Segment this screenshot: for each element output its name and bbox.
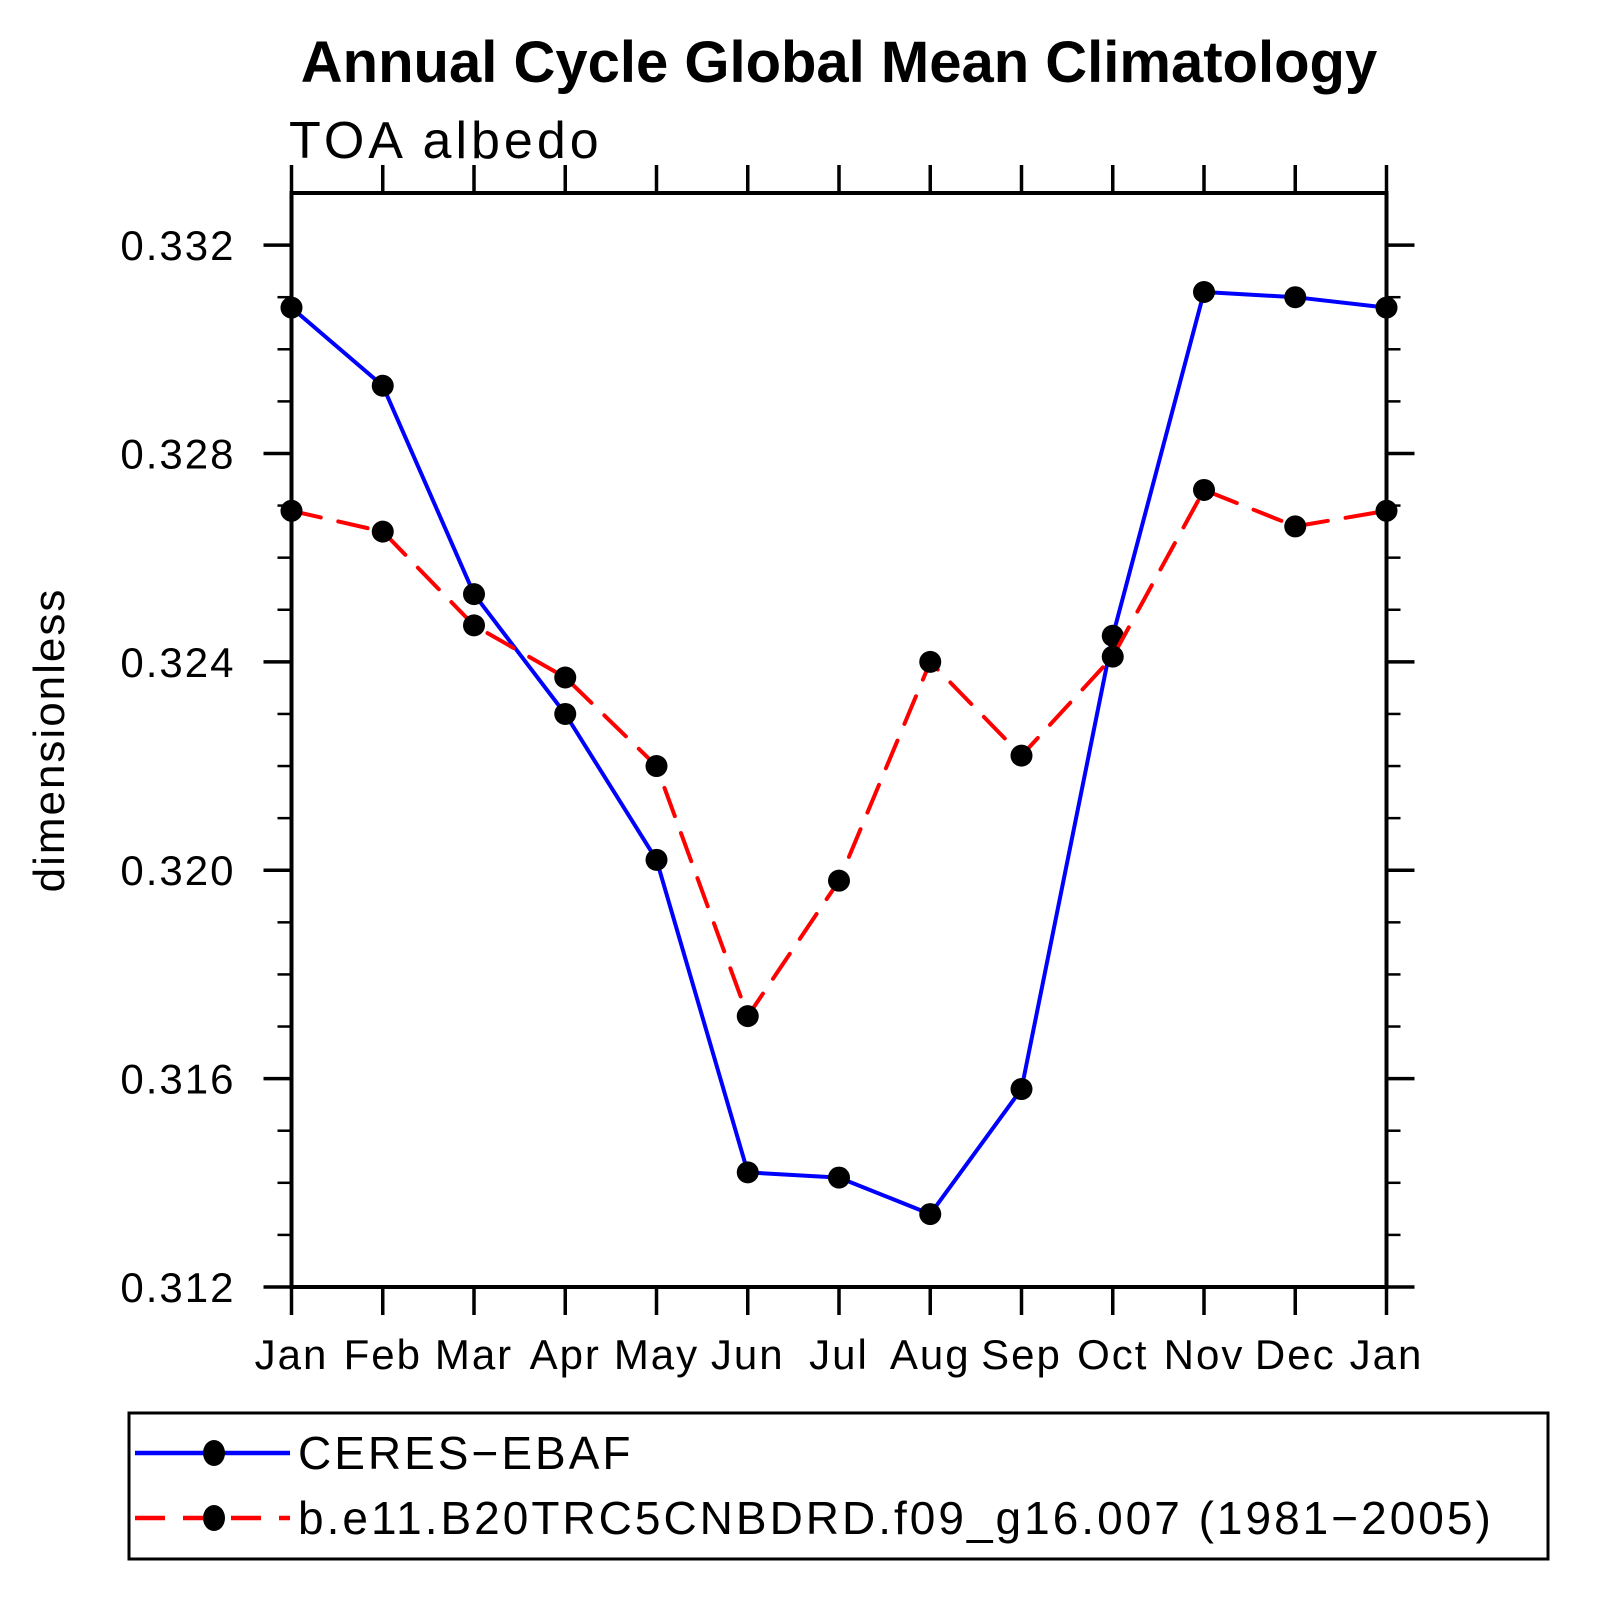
data-point-marker: [280, 296, 303, 319]
data-point-marker: [463, 583, 485, 606]
x-tick-label: Aug: [890, 1331, 971, 1378]
data-point-marker: [828, 1166, 850, 1189]
legend-label: CERES−EBAF: [298, 1427, 634, 1479]
data-point-marker: [1193, 478, 1215, 501]
data-point-marker: [1375, 499, 1398, 522]
legend-marker: [203, 1440, 225, 1466]
y-tick-label: 0.332: [120, 222, 235, 269]
x-tick-label: May: [614, 1331, 699, 1378]
y-tick-label: 0.316: [120, 1056, 235, 1103]
x-tick-label: Jan: [1350, 1331, 1424, 1378]
data-point-marker: [1010, 1078, 1033, 1101]
data-point-marker: [1193, 280, 1215, 303]
data-point-marker: [1101, 645, 1124, 668]
data-point-marker: [828, 869, 850, 892]
data-point-marker: [463, 614, 485, 637]
x-tick-label: Jun: [711, 1331, 785, 1378]
x-tick-label: Dec: [1255, 1331, 1336, 1378]
data-point-marker: [371, 520, 394, 543]
x-tick-label: Feb: [344, 1331, 422, 1378]
data-point-marker: [1375, 296, 1398, 319]
legend-marker: [203, 1505, 225, 1531]
data-point-marker: [371, 374, 394, 397]
legend-label: b.e11.B20TRC5CNBDRD.f09_g16.007 (1981−20…: [298, 1492, 1494, 1544]
y-tick-label: 0.328: [120, 430, 235, 477]
data-point-marker: [645, 755, 668, 778]
data-point-marker: [1284, 515, 1307, 538]
plot-frame: [289, 191, 1389, 1289]
x-tick-label: Jul: [809, 1331, 869, 1378]
series-line: [289, 487, 1389, 1019]
chart-title: Annual Cycle Global Mean Climatology: [301, 30, 1377, 95]
y-axis-label: dimensionless: [25, 588, 74, 893]
data-point-marker: [280, 499, 303, 522]
x-tick-label: Jan: [255, 1331, 329, 1378]
data-point-marker: [736, 1161, 759, 1184]
data-point-marker: [645, 848, 668, 871]
legend-box: [127, 1411, 1550, 1561]
legend: CERES−EBAF b.e11.B20TRC5CNBDRD.f09_g16.00…: [127, 1411, 1550, 1561]
chart-subtitle: TOA albedo: [289, 112, 603, 170]
axes: 0.312 0.316 0.320 0.324 0.328 0.332 Jan Feb Mar A…: [120, 165, 1424, 1378]
x-tick-label: Mar: [435, 1331, 513, 1378]
series-lines: [280, 280, 1398, 1226]
data-point-marker: [554, 702, 577, 725]
data-point-marker: [919, 650, 942, 673]
series-line: [289, 290, 1389, 1217]
y-tick-label: 0.312: [120, 1264, 235, 1311]
data-point-marker: [736, 1005, 759, 1028]
x-tick-label: Nov: [1164, 1331, 1245, 1378]
data-point-marker: [919, 1203, 942, 1226]
x-tick-label: Oct: [1077, 1331, 1148, 1378]
data-point-marker: [554, 666, 577, 689]
data-point-marker: [1284, 286, 1307, 309]
y-tick-label: 0.324: [120, 639, 235, 686]
x-tick-label: Apr: [530, 1331, 601, 1378]
x-tick-label: Sep: [981, 1331, 1062, 1378]
y-tick-label: 0.320: [120, 847, 235, 894]
data-point-marker: [1010, 744, 1033, 767]
data-point-marker: [1101, 624, 1124, 647]
